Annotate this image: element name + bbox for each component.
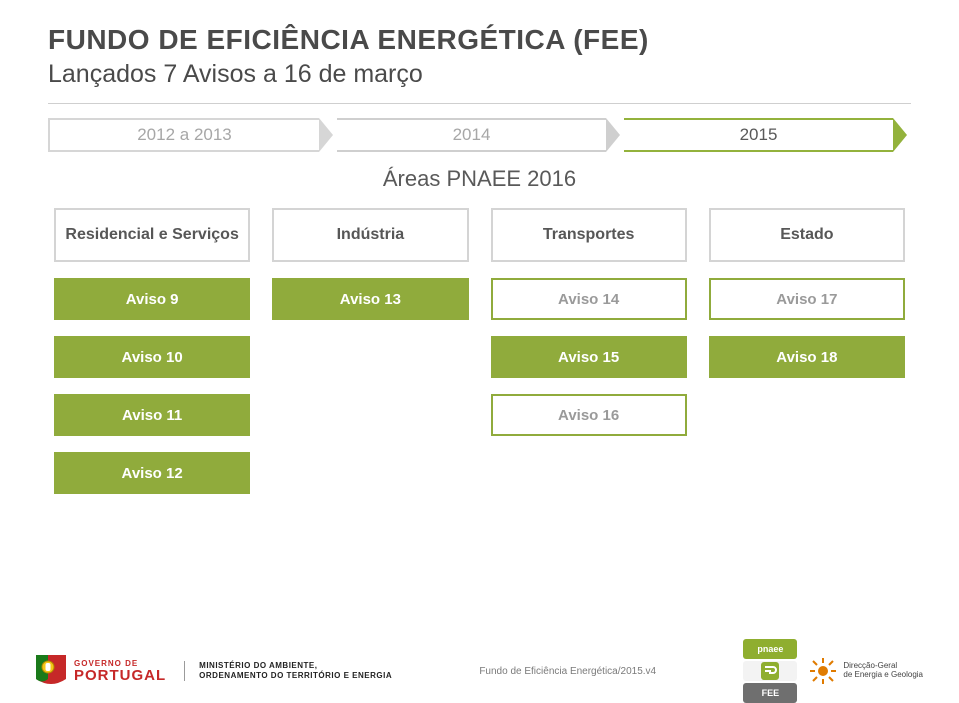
dgeg-sun-icon [809, 657, 837, 685]
footer: GOVERNO DE PORTUGAL MINISTÉRIO DO AMBIEN… [0, 639, 959, 703]
aviso-17: Aviso 17 [709, 278, 905, 320]
ministry-line2: ORDENAMENTO DO TERRITÓRIO E ENERGIA [199, 671, 392, 681]
footer-right: pnaee FEE [743, 639, 923, 703]
gov-text: GOVERNO DE PORTUGAL [74, 660, 166, 683]
aviso-11: Aviso 11 [54, 394, 250, 436]
dgeg-line2: de Energia e Geologia [843, 671, 923, 680]
timeline-step-2012-2013: 2012 a 2013 [48, 118, 319, 152]
spacer [272, 452, 468, 494]
areas-title: Áreas PNAEE 2016 [48, 166, 911, 192]
timeline-step-label: 2012 a 2013 [137, 125, 232, 145]
ministry-label: MINISTÉRIO DO AMBIENTE, ORDENAMENTO DO T… [184, 661, 392, 682]
dgeg-text: Direcção-Geral de Energia e Geologia [843, 662, 923, 680]
fee-badge: FEE [743, 683, 797, 703]
page-subtitle: Lançados 7 Avisos a 16 de março [48, 60, 911, 89]
columns: Residencial e Serviços Aviso 9 Aviso 10 … [48, 208, 911, 494]
ee-badge [743, 661, 797, 681]
ministry-line1: MINISTÉRIO DO AMBIENTE, [199, 661, 392, 671]
portugal-shield-icon [36, 655, 66, 687]
spacer [491, 452, 687, 494]
column-header: Estado [709, 208, 905, 262]
timeline-step-label: 2015 [740, 125, 778, 145]
spacer [272, 394, 468, 436]
aviso-10: Aviso 10 [54, 336, 250, 378]
aviso-15: Aviso 15 [491, 336, 687, 378]
pnaee-badge: pnaee [743, 639, 797, 659]
column-industria: Indústria Aviso 13 [272, 208, 468, 494]
column-header: Transportes [491, 208, 687, 262]
column-residencial-servicos: Residencial e Serviços Aviso 9 Aviso 10 … [54, 208, 250, 494]
dgeg-logo: Direcção-Geral de Energia e Geologia [809, 657, 923, 685]
aviso-13: Aviso 13 [272, 278, 468, 320]
aviso-9: Aviso 9 [54, 278, 250, 320]
gov-line2: PORTUGAL [74, 668, 166, 683]
column-estado: Estado Aviso 17 Aviso 18 [709, 208, 905, 494]
aviso-16: Aviso 16 [491, 394, 687, 436]
aviso-18: Aviso 18 [709, 336, 905, 378]
spacer [272, 336, 468, 378]
timeline-step-label: 2014 [453, 125, 491, 145]
column-header: Indústria [272, 208, 468, 262]
timeline-step-2015: 2015 [624, 118, 893, 152]
gov-portugal-logo: GOVERNO DE PORTUGAL [36, 655, 166, 687]
column-transportes: Transportes Aviso 14 Aviso 15 Aviso 16 [491, 208, 687, 494]
timeline: 2012 a 2013 2014 2015 [48, 118, 911, 152]
spacer [709, 394, 905, 436]
ee-icon [761, 662, 779, 680]
aviso-12: Aviso 12 [54, 452, 250, 494]
page-title: FUNDO DE EFICIÊNCIA ENERGÉTICA (FEE) [48, 24, 911, 56]
aviso-14: Aviso 14 [491, 278, 687, 320]
timeline-step-2014: 2014 [337, 118, 606, 152]
divider [48, 103, 911, 104]
footer-center-text: Fundo de Eficiência Energética/2015.v4 [392, 666, 743, 677]
page: FUNDO DE EFICIÊNCIA ENERGÉTICA (FEE) Lan… [0, 0, 959, 703]
badge-stack: pnaee FEE [743, 639, 797, 703]
column-header: Residencial e Serviços [54, 208, 250, 262]
spacer [709, 452, 905, 494]
